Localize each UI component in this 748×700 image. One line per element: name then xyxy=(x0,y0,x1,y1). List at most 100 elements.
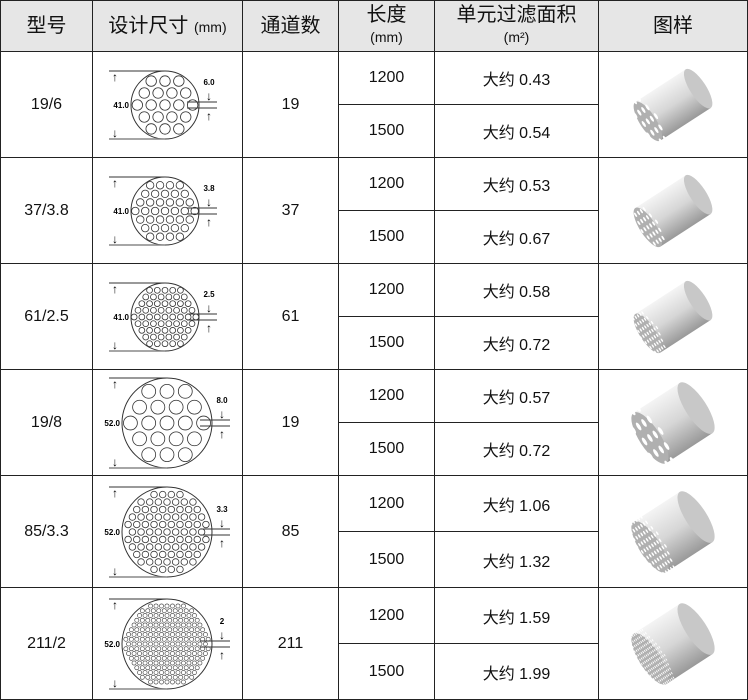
face-hole xyxy=(642,644,644,648)
channel-hole xyxy=(142,660,147,665)
face-hole xyxy=(633,644,636,647)
face-hole xyxy=(634,315,637,319)
face-hole xyxy=(639,208,643,213)
cross-section-diagram: ↑ ↓ 41.0 ↓ ↑ 2.5 xyxy=(108,282,217,352)
channel-hole xyxy=(131,622,136,627)
channels-cell: 19 xyxy=(242,51,339,158)
channel-hole xyxy=(175,505,184,513)
channel-hole xyxy=(169,641,175,646)
face-hole xyxy=(640,656,643,660)
channel-hole xyxy=(165,110,178,123)
face-hole xyxy=(633,545,636,550)
face-hole xyxy=(639,663,642,666)
face-hole xyxy=(664,692,667,695)
face-hole xyxy=(654,681,657,685)
face-hole xyxy=(654,676,657,679)
face-hole xyxy=(662,676,665,680)
face-hole xyxy=(640,523,643,527)
channel-hole xyxy=(147,631,153,637)
face-hole xyxy=(649,232,653,238)
face-hole xyxy=(645,117,650,124)
channel-hole xyxy=(133,664,139,670)
face-hole xyxy=(627,637,629,640)
face-hole xyxy=(640,640,643,643)
channel-hole xyxy=(158,669,164,675)
face-hole xyxy=(648,329,652,334)
face-hole xyxy=(640,228,644,233)
face-hole xyxy=(636,210,641,215)
channel-hole xyxy=(172,674,178,680)
channel-hole xyxy=(128,645,134,651)
face-hole xyxy=(648,553,652,558)
channel-hole xyxy=(194,636,200,642)
channels-cell: 85 xyxy=(242,475,339,588)
channel-hole xyxy=(145,557,153,566)
face-hole xyxy=(644,332,647,336)
face-hole xyxy=(639,652,641,655)
face-hole xyxy=(641,120,646,127)
table-row: 19/6 ↑ ↓ 41.0 ↓ ↑ 6.0 19 1200 大约 0.43 xyxy=(0,51,748,158)
channel-hole xyxy=(188,306,195,314)
channel-hole xyxy=(154,527,162,536)
channel-hole xyxy=(158,490,166,498)
channel-hole xyxy=(149,306,157,314)
face-hole xyxy=(656,548,660,553)
face-hole xyxy=(626,626,629,629)
channels-cell: 19 xyxy=(242,369,339,476)
face-hole xyxy=(661,677,663,681)
channel-hole xyxy=(135,197,144,207)
channel-hole xyxy=(132,535,140,543)
face-hole xyxy=(658,237,662,242)
face-hole xyxy=(664,543,667,548)
face-hole xyxy=(656,680,659,684)
face-hole xyxy=(632,640,634,643)
channel-hole xyxy=(186,650,191,656)
face-hole xyxy=(629,647,631,650)
face-hole xyxy=(626,514,630,518)
channel-hole xyxy=(197,622,202,627)
channel-hole xyxy=(175,622,180,627)
face-hole xyxy=(654,659,656,663)
face-hole xyxy=(652,660,655,664)
face-hole xyxy=(651,667,653,670)
channel-hole xyxy=(177,626,183,632)
face-hole xyxy=(663,682,665,685)
channel-hole xyxy=(136,669,142,675)
face-hole xyxy=(632,537,636,541)
face-hole xyxy=(657,657,660,660)
face-hole xyxy=(625,633,628,636)
channel-hole xyxy=(159,446,174,462)
channel-hole xyxy=(192,313,199,320)
face-hole xyxy=(652,655,655,658)
face-hole xyxy=(641,668,643,671)
channel-hole xyxy=(139,607,145,613)
channel-hole xyxy=(180,631,186,637)
channel-hole xyxy=(160,206,169,215)
header-model: 型号 xyxy=(0,0,93,52)
table-row-sub: 1500 大约 0.67 xyxy=(1,210,748,264)
header-image: 图样 xyxy=(598,0,748,52)
face-hole xyxy=(660,337,664,342)
face-hole xyxy=(659,689,662,693)
channel-hole xyxy=(123,520,132,528)
channel-hole xyxy=(167,535,175,543)
face-hole xyxy=(653,326,656,331)
face-hole xyxy=(632,651,635,654)
face-hole xyxy=(637,321,640,325)
header-design-unit: (mm) xyxy=(193,18,227,35)
channel-hole xyxy=(186,669,191,675)
channel-hole xyxy=(185,197,194,207)
channel-hole xyxy=(155,607,161,613)
channel-hole xyxy=(172,607,178,613)
area-cell: 大约 0.53 xyxy=(434,157,599,211)
channel-hole xyxy=(145,299,153,307)
channel-hole xyxy=(172,74,184,87)
arrow-up-icon: ↑ xyxy=(112,282,118,296)
face-hole xyxy=(641,558,644,563)
face-hole xyxy=(639,312,642,316)
channel-hole xyxy=(175,180,184,189)
table-row-sub: 1500 大约 0.54 xyxy=(1,104,748,158)
cylinder-element-image xyxy=(628,68,713,147)
channel-hole xyxy=(171,542,179,551)
channel-hole xyxy=(138,110,150,123)
